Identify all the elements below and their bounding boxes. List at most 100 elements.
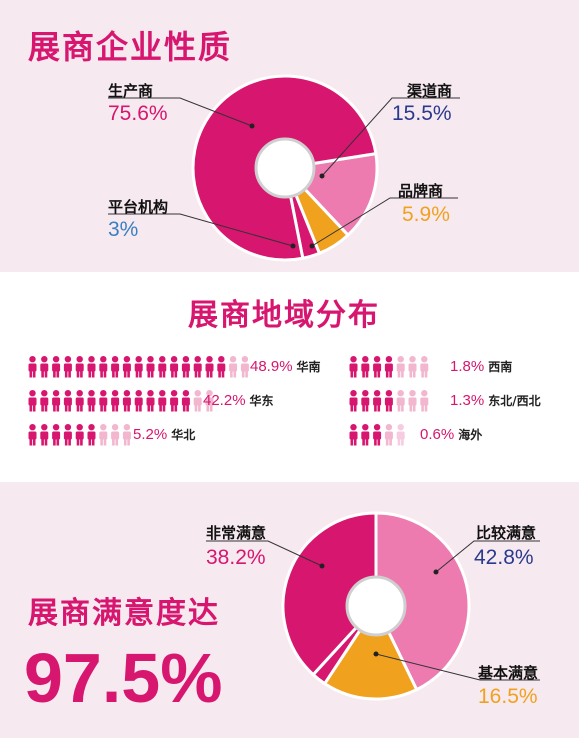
- person-icon: [229, 356, 238, 378]
- person-icon: [52, 390, 61, 412]
- person-icon: [384, 424, 393, 446]
- person-icon: [193, 390, 202, 412]
- person-icon: [170, 356, 179, 378]
- satisfaction-title: 展商满意度达: [28, 596, 220, 631]
- region-row-0: 48.9% 华南: [250, 358, 321, 375]
- region-title: 展商地域分布: [188, 298, 380, 333]
- person-icon: [28, 390, 37, 412]
- leader-brand: [311, 197, 458, 247]
- person-icon: [373, 390, 382, 412]
- person-icon: [134, 390, 143, 412]
- region-row-4: 1.3% 东北/西北: [450, 392, 541, 409]
- person-icon: [111, 356, 120, 378]
- person-icon: [75, 356, 84, 378]
- person-icon: [63, 390, 72, 412]
- person-icon: [99, 356, 108, 378]
- value-very-satisfied: 38.2%: [206, 546, 266, 569]
- value-fairly-satisfied: 42.8%: [474, 546, 534, 569]
- region-row-1: 42.2% 华东: [203, 392, 274, 409]
- person-icon: [384, 356, 393, 378]
- person-icon: [373, 356, 382, 378]
- person-icon: [63, 356, 72, 378]
- person-icon: [349, 424, 358, 446]
- person-icon: [122, 356, 131, 378]
- person-icon: [205, 356, 214, 378]
- region-name: 西南: [488, 360, 513, 374]
- person-icon: [181, 356, 190, 378]
- value-channel: 15.5%: [392, 102, 452, 125]
- leader-channel-dot: [319, 173, 325, 179]
- leader-channel: [321, 97, 460, 177]
- value-basically-satisfied: 16.5%: [478, 685, 538, 708]
- person-icon: [52, 424, 61, 446]
- person-icon: [111, 390, 120, 412]
- region-value: 48.9%: [250, 358, 293, 375]
- person-icon: [408, 356, 417, 378]
- person-icon: [158, 390, 167, 412]
- person-icon: [40, 356, 49, 378]
- person-icon: [28, 356, 37, 378]
- region-value: 0.6%: [420, 426, 455, 443]
- satisfaction-big-value: 97.5%: [24, 639, 223, 717]
- leader-platform: [108, 213, 294, 247]
- region-value: 1.8%: [450, 358, 485, 375]
- person-icon: [420, 356, 429, 378]
- person-icon: [111, 424, 120, 446]
- region-row-2: 5.2% 华北: [133, 426, 195, 443]
- person-icon: [373, 424, 382, 446]
- person-icon: [361, 390, 370, 412]
- label-manufacturer: 生产商: [108, 82, 154, 100]
- region-name: 华南: [296, 360, 321, 374]
- region-name: 东北/西北: [488, 394, 541, 408]
- region-value: 42.2%: [203, 392, 246, 409]
- person-icon: [170, 390, 179, 412]
- label-platform: 平台机构: [108, 198, 169, 216]
- label-brand: 品牌商: [398, 182, 444, 200]
- satisfaction-panel: 展商满意度达 97.5% 非常满意 38.2% 比较满意 42.8% 基本满意 …: [0, 482, 579, 738]
- label-channel: 渠道商: [407, 82, 453, 100]
- satisfaction-pie: [206, 511, 540, 701]
- person-icon: [122, 390, 131, 412]
- label-fairly-satisfied: 比较满意: [476, 524, 537, 542]
- person-icon: [40, 390, 49, 412]
- person-icon: [40, 424, 49, 446]
- person-icon: [63, 424, 72, 446]
- person-icon: [349, 356, 358, 378]
- person-icon: [134, 356, 143, 378]
- person-icon: [240, 356, 249, 378]
- region-name: 华东: [249, 394, 274, 408]
- leader-very-satisfied: [206, 540, 323, 567]
- region-row-3: 1.8% 西南: [450, 358, 512, 375]
- person-icon: [396, 356, 405, 378]
- person-icon: [193, 356, 202, 378]
- label-basically-satisfied: 基本满意: [478, 664, 539, 682]
- region-name: 海外: [458, 428, 483, 442]
- value-platform: 3%: [108, 218, 139, 241]
- region-name: 华北: [171, 428, 196, 442]
- leader-fairly-satisfied-dot: [433, 569, 439, 575]
- region-row-5: 0.6% 海外: [420, 426, 482, 443]
- company-nature-title: 展商企业性质: [28, 28, 233, 66]
- value-manufacturer: 75.6%: [108, 102, 168, 125]
- slice-fairly-satisfied: [374, 511, 471, 692]
- region-value: 5.2%: [133, 426, 168, 443]
- person-icon: [158, 356, 167, 378]
- slice-basically-satisfied: [322, 602, 419, 701]
- region-panel: 展商地域分布 48.9% 华南 42.2% 华东 5.2% 华北 1.8% 西南 1.3% 东北/…: [0, 272, 579, 482]
- leader-basically-satisfied-dot: [373, 651, 379, 657]
- person-icon: [146, 390, 155, 412]
- person-icon: [361, 356, 370, 378]
- person-icon: [99, 424, 108, 446]
- person-icon: [408, 390, 417, 412]
- person-icon: [420, 390, 429, 412]
- person-icon: [384, 390, 393, 412]
- person-icon: [99, 390, 108, 412]
- person-icon: [87, 424, 96, 446]
- person-icon: [122, 424, 131, 446]
- leader-manufacturer-dot: [249, 123, 255, 129]
- person-icon: [205, 390, 214, 412]
- person-icon: [349, 390, 358, 412]
- value-brand: 5.9%: [402, 203, 450, 226]
- leader-fairly-satisfied: [435, 540, 540, 573]
- person-icon: [146, 356, 155, 378]
